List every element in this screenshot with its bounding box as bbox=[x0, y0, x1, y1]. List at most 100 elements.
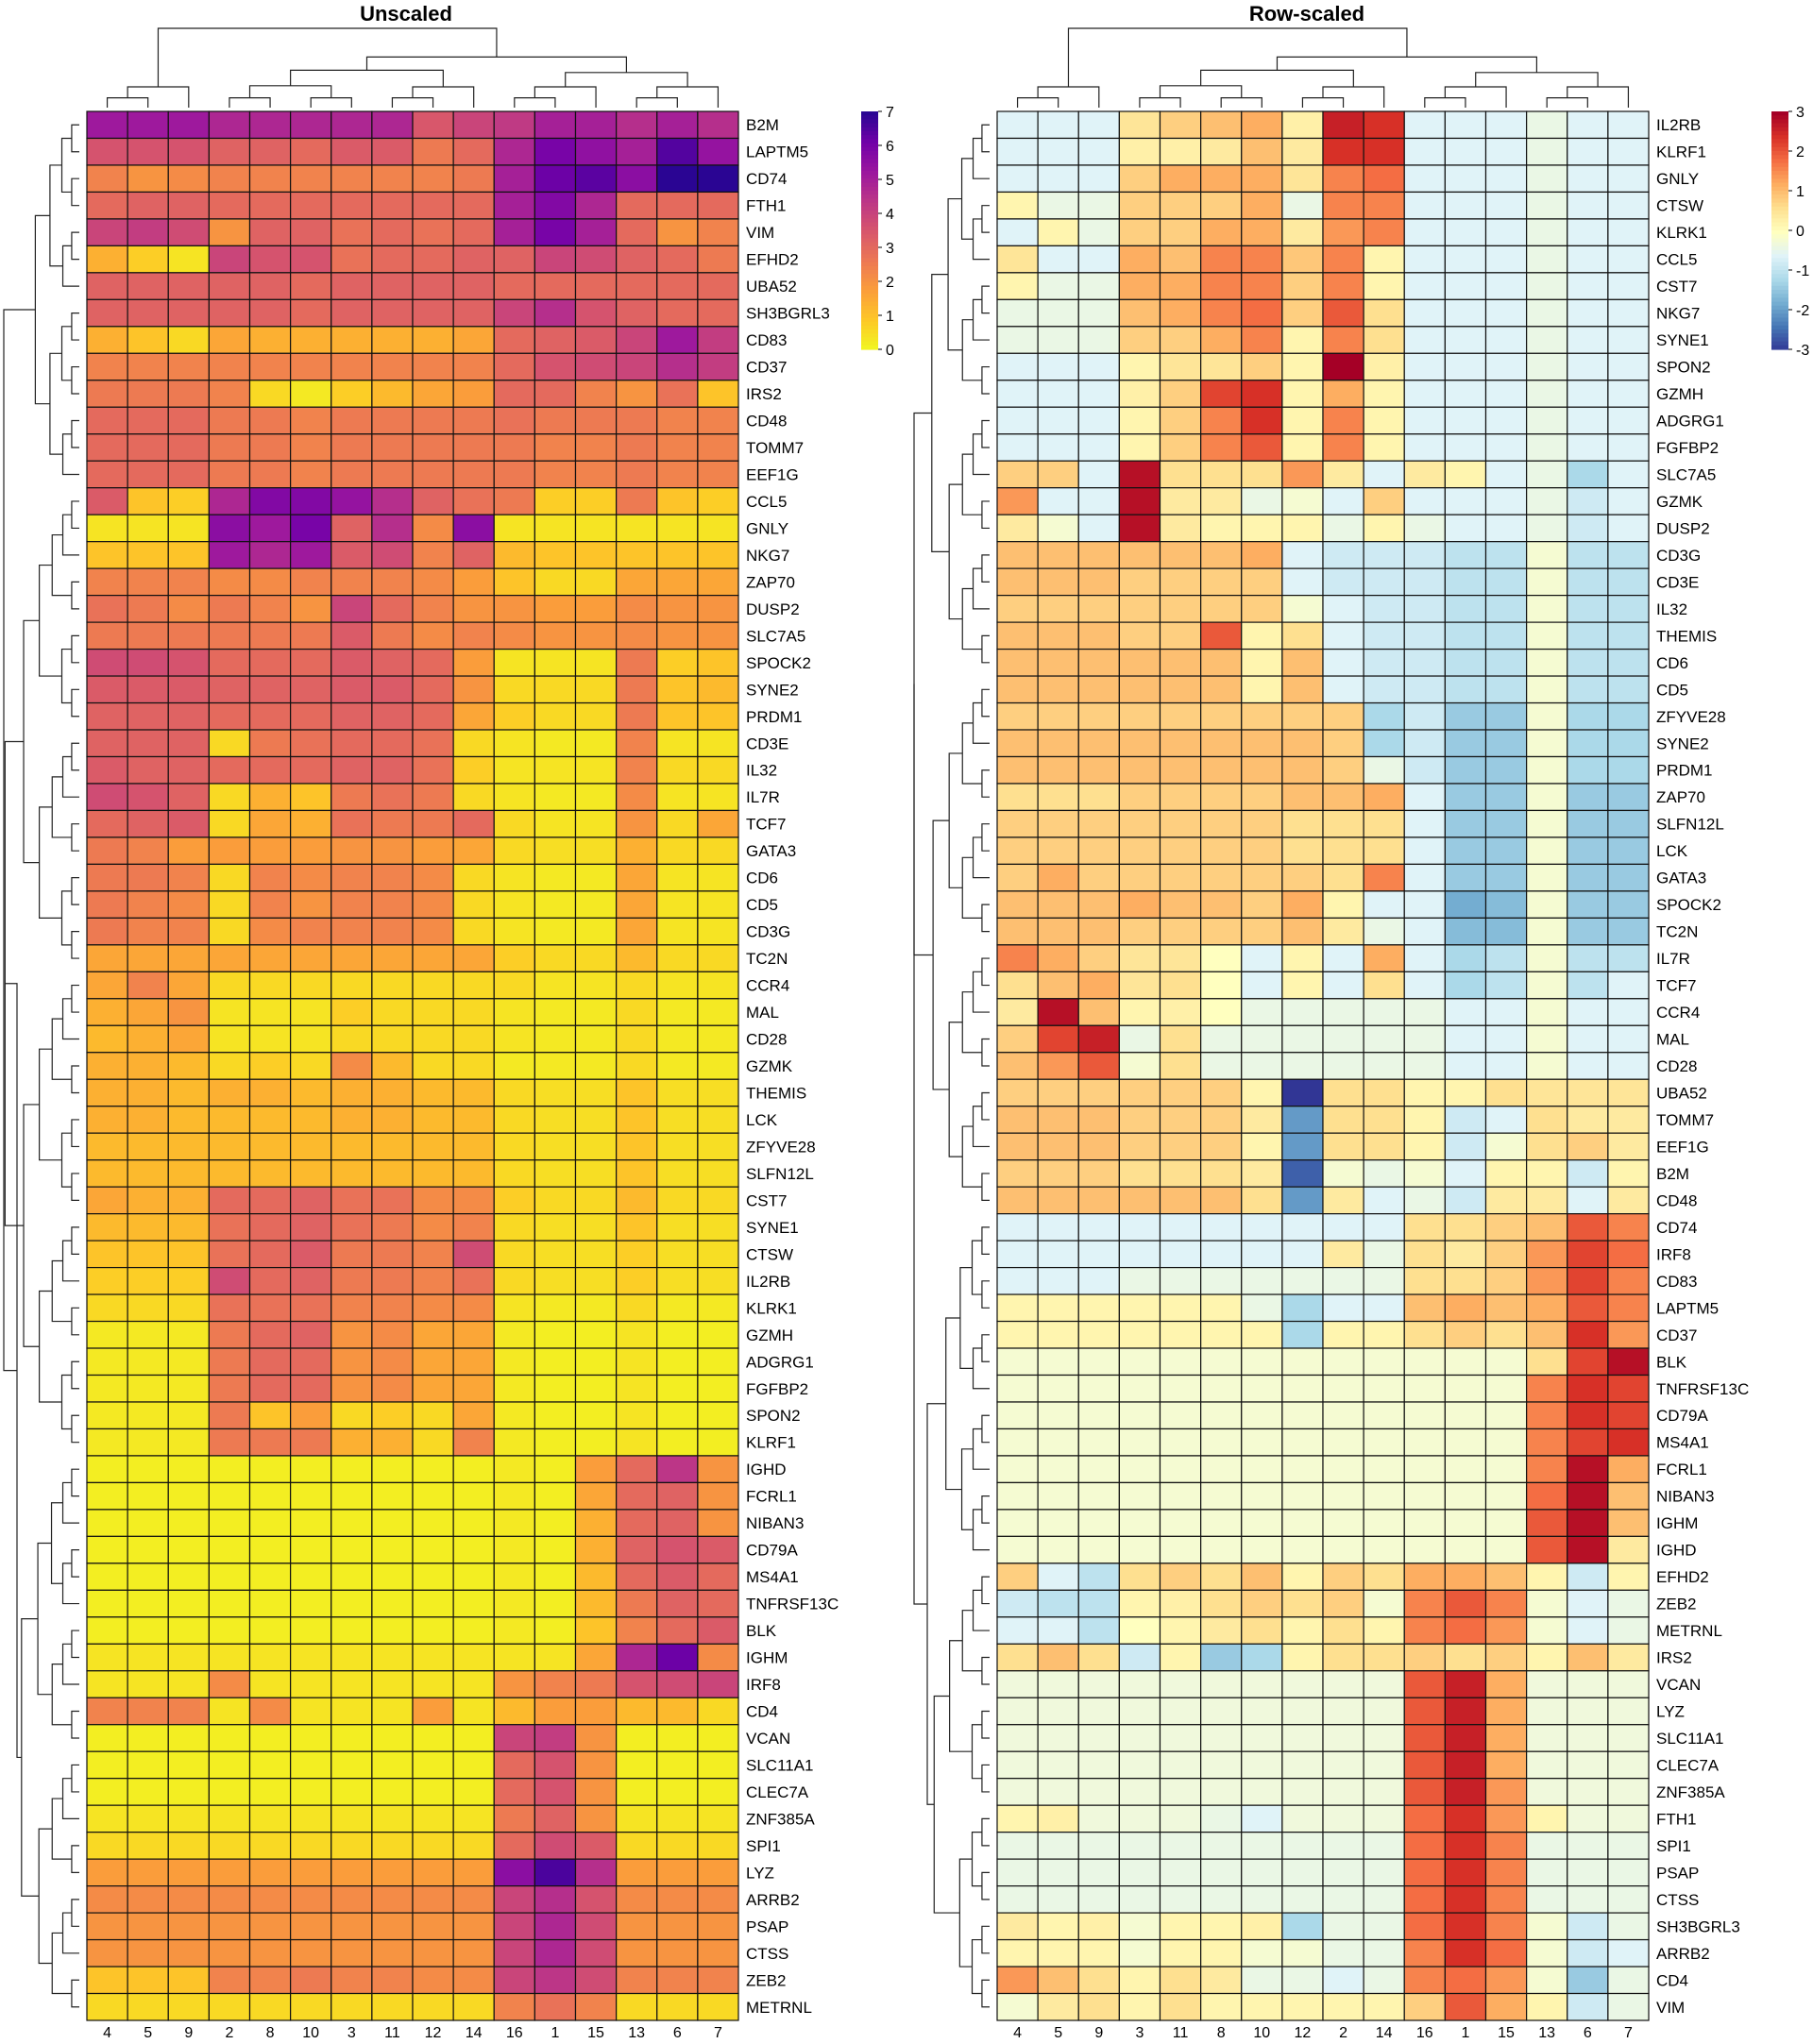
heatmap-cell bbox=[574, 1024, 618, 1054]
row-label: BLK bbox=[746, 1622, 777, 1640]
heatmap-cell bbox=[1403, 1616, 1446, 1645]
dendrogram-branch bbox=[39, 1290, 62, 1403]
row-label: FGFBP2 bbox=[746, 1380, 808, 1398]
heatmap-cell bbox=[248, 460, 292, 489]
colorbar-segment bbox=[1771, 305, 1788, 311]
heatmap-cell bbox=[1241, 1563, 1283, 1591]
heatmap-cell bbox=[167, 783, 210, 812]
heatmap-cell bbox=[1037, 164, 1079, 194]
heatmap-cell bbox=[248, 1374, 292, 1403]
heatmap-cell bbox=[412, 1186, 454, 1215]
heatmap-cell bbox=[1322, 1052, 1364, 1080]
heatmap-cell bbox=[616, 164, 658, 194]
heatmap-cell bbox=[1567, 1616, 1609, 1645]
heatmap-cell bbox=[1241, 1885, 1283, 1914]
heatmap-cell bbox=[1118, 352, 1161, 381]
heatmap-cell bbox=[1159, 1804, 1202, 1833]
heatmap-cell bbox=[1567, 863, 1609, 892]
heatmap-cell bbox=[86, 137, 128, 166]
dendrogram-branch bbox=[71, 1173, 79, 1201]
heatmap-cell bbox=[248, 1347, 292, 1377]
row-label: ZNF385A bbox=[1656, 1783, 1725, 1801]
heatmap-cell bbox=[1159, 1778, 1202, 1806]
heatmap-cell bbox=[371, 1697, 414, 1726]
heatmap-cell bbox=[656, 1589, 699, 1618]
heatmap-cell bbox=[371, 1481, 414, 1511]
row-label: KLRK1 bbox=[746, 1299, 797, 1317]
heatmap-cell bbox=[1526, 380, 1568, 408]
heatmap-cell bbox=[1607, 1670, 1650, 1698]
dendrogram-branch bbox=[981, 1226, 990, 1255]
row-label: FCRL1 bbox=[1656, 1461, 1707, 1478]
heatmap-cell bbox=[534, 1455, 577, 1484]
heatmap-cell bbox=[167, 1266, 210, 1295]
heatmap-cell bbox=[1403, 648, 1446, 677]
row-label: CD79A bbox=[1656, 1407, 1708, 1425]
row-label: SYNE2 bbox=[1656, 735, 1709, 752]
heatmap-cell bbox=[1077, 1589, 1120, 1618]
heatmap-cell bbox=[412, 1455, 454, 1484]
heatmap-cell bbox=[452, 1697, 495, 1726]
heatmap-cell bbox=[996, 298, 1039, 328]
row-label: KLRF1 bbox=[746, 1434, 796, 1452]
heatmap-cell bbox=[656, 1024, 699, 1054]
row-label: KLRK1 bbox=[1656, 224, 1707, 242]
heatmap-cell bbox=[290, 1455, 332, 1484]
heatmap-cell bbox=[616, 1213, 658, 1242]
heatmap-cell bbox=[1077, 1186, 1120, 1215]
heatmap-cell bbox=[1526, 1078, 1568, 1107]
heatmap-cell bbox=[1118, 1966, 1161, 1995]
heatmap-cell bbox=[1118, 298, 1161, 328]
heatmap-cell bbox=[1526, 783, 1568, 812]
heatmap-cell bbox=[167, 1509, 210, 1537]
row-label: VCAN bbox=[1656, 1676, 1701, 1694]
heatmap-cell bbox=[248, 487, 292, 515]
heatmap-cell bbox=[1118, 944, 1161, 972]
heatmap-cell bbox=[248, 1724, 292, 1752]
heatmap-cell bbox=[371, 1938, 414, 1968]
heatmap-cell bbox=[697, 1024, 739, 1054]
dendrogram-branch bbox=[981, 1280, 990, 1309]
heatmap-cell bbox=[656, 1912, 699, 1941]
colorbar-segment bbox=[861, 135, 878, 140]
heatmap-cell bbox=[996, 595, 1039, 623]
column-label: 3 bbox=[347, 2025, 356, 2039]
heatmap-cell bbox=[1241, 1455, 1283, 1484]
heatmap-cell bbox=[452, 1778, 495, 1806]
row-label: CD6 bbox=[1656, 654, 1688, 672]
heatmap-cell bbox=[1444, 971, 1487, 1000]
heatmap-cell bbox=[167, 1778, 210, 1806]
heatmap-cell bbox=[1281, 1670, 1324, 1698]
heatmap-cell bbox=[493, 621, 535, 650]
heatmap-cell bbox=[1363, 809, 1405, 838]
dendrogram-branch bbox=[933, 1695, 960, 1914]
heatmap-cell bbox=[1322, 1938, 1364, 1968]
dendrogram-branch bbox=[51, 1932, 72, 1995]
heatmap-cell bbox=[534, 729, 577, 758]
row-label: CLEC7A bbox=[746, 1783, 809, 1801]
heatmap-cell bbox=[452, 1455, 495, 1484]
heatmap-cell bbox=[656, 1643, 699, 1672]
heatmap-cell bbox=[1077, 1374, 1120, 1403]
heatmap-cell bbox=[330, 1992, 373, 2021]
heatmap-cell bbox=[996, 1804, 1039, 1833]
heatmap-cell bbox=[208, 595, 251, 623]
heatmap-cell bbox=[1363, 1024, 1405, 1054]
heatmap-cell bbox=[452, 1535, 495, 1564]
heatmap-cell bbox=[248, 1697, 292, 1726]
heatmap-cell bbox=[330, 836, 373, 866]
heatmap-cell bbox=[1484, 998, 1528, 1026]
heatmap-cell bbox=[208, 137, 251, 166]
heatmap-cell bbox=[1526, 1427, 1568, 1457]
heatmap-cell bbox=[330, 1401, 373, 1430]
heatmap-cell bbox=[1037, 1240, 1079, 1269]
heatmap-cell bbox=[1281, 595, 1324, 623]
heatmap-cell bbox=[412, 298, 454, 328]
heatmap-cell bbox=[1200, 191, 1243, 220]
heatmap-cell bbox=[248, 595, 292, 623]
heatmap-cell bbox=[1241, 191, 1283, 220]
colorbar-segment bbox=[1771, 206, 1788, 211]
heatmap-cell bbox=[574, 1992, 618, 2021]
heatmap-cell bbox=[86, 326, 128, 354]
heatmap-cell bbox=[616, 595, 658, 623]
